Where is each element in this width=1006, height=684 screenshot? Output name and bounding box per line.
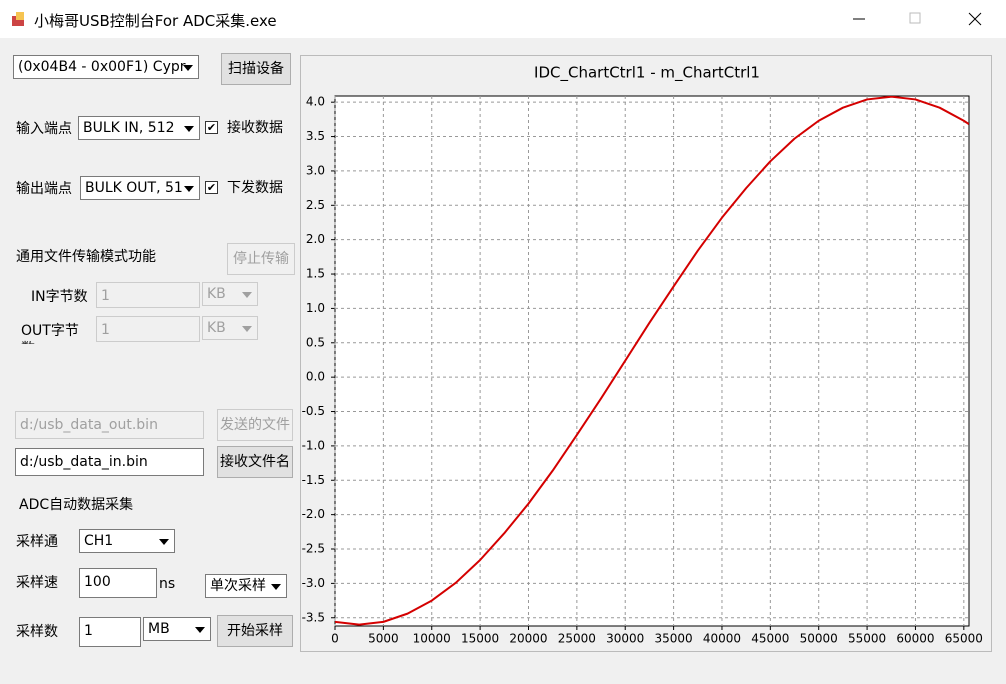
file-mode-label: 通用文件传输模式功能: [16, 249, 156, 265]
receive-checkbox[interactable]: ✔: [205, 121, 218, 134]
out-bytes-unit: KB: [202, 316, 258, 340]
channel-combo[interactable]: CH1: [79, 529, 175, 553]
scan-button[interactable]: 扫描设备: [221, 53, 291, 85]
window-buttons[interactable]: [845, 8, 995, 30]
y-tick-label: 2.0: [306, 232, 325, 246]
y-tick-label: 4.0: [306, 95, 325, 109]
out-bytes-label: OUT字节数: [21, 323, 79, 344]
y-tick-label: -3.5: [302, 610, 325, 624]
send-label[interactable]: 下发数据: [227, 180, 283, 196]
x-tick-label: 25000: [558, 632, 596, 646]
maximize-button: [909, 12, 921, 24]
x-tick-label: 55000: [848, 632, 886, 646]
mode-combo[interactable]: 单次采样: [205, 574, 287, 598]
x-tick-label: 35000: [655, 632, 693, 646]
rate-input[interactable]: 100: [79, 568, 157, 598]
chart-title: IDC_ChartCtrl1 - m_ChartCtrl1: [534, 64, 760, 83]
y-tick-label: -2.0: [302, 507, 325, 521]
chart: IDC_ChartCtrl1 - m_ChartCtrl1 4.0 3.5 3.0 2…: [300, 55, 992, 652]
stop-button: 停止传输: [227, 243, 295, 275]
adc-label: ADC自动数据采集: [19, 497, 134, 513]
window-title: 小梅哥USB控制台For ADC采集.exe: [34, 12, 277, 30]
x-tick-label: 30000: [606, 632, 644, 646]
y-tick-label: -1.0: [302, 438, 325, 452]
out-endpoint-label: 输出端点: [16, 181, 72, 197]
device-combo[interactable]: (0x04B4 - 0x00F1) Cypr: [13, 55, 199, 79]
x-tick-label: 0: [331, 632, 339, 646]
in-bytes-label: IN字节数: [31, 289, 88, 305]
count-label: 采样数: [16, 624, 58, 640]
start-button[interactable]: 开始采样: [217, 615, 293, 647]
out-endpoint-combo[interactable]: BULK OUT, 51: [80, 176, 200, 200]
in-bytes-unit: KB: [202, 282, 258, 306]
x-tick-label: 10000: [413, 632, 451, 646]
in-bytes-input: 1: [96, 282, 200, 308]
in-endpoint-label: 输入端点: [16, 121, 72, 137]
y-tick-label: -1.5: [302, 473, 325, 487]
count-unit-combo[interactable]: MB: [143, 617, 211, 641]
app-icon: [12, 12, 24, 26]
in-endpoint-combo[interactable]: BULK IN, 512: [78, 116, 200, 140]
x-tick-label: 5000: [368, 632, 399, 646]
x-tick-label: 60000: [896, 632, 934, 646]
title-bar: [0, 0, 1006, 38]
count-input[interactable]: 1: [79, 617, 141, 647]
recv-file-button[interactable]: 接收文件名: [217, 446, 293, 478]
y-tick-label: 0.0: [306, 370, 325, 384]
in-file-input[interactable]: d:/usb_data_in.bin: [15, 448, 204, 476]
rate-unit: ns: [159, 576, 176, 592]
x-tick-label: 50000: [800, 632, 838, 646]
y-tick-label: -0.5: [302, 404, 325, 418]
receive-label[interactable]: 接收数据: [227, 120, 283, 136]
plot-area: [334, 95, 970, 627]
y-tick-label: 3.5: [306, 129, 325, 143]
x-tick-label: 65000: [945, 632, 983, 646]
y-tick-label: 1.5: [306, 267, 325, 281]
x-tick-label: 45000: [751, 632, 789, 646]
y-tick-label: 3.0: [306, 163, 325, 177]
y-tick-label: -2.5: [302, 542, 325, 556]
send-file-button: 发送的文件: [217, 409, 293, 441]
send-checkbox[interactable]: ✔: [205, 181, 218, 194]
out-file-input: d:/usb_data_out.bin: [15, 411, 204, 439]
y-tick-label: 2.5: [306, 198, 325, 212]
x-tick-label: 40000: [703, 632, 741, 646]
y-tick-label: -3.0: [302, 576, 325, 590]
rate-label: 采样速: [16, 575, 58, 591]
y-tick-label: 1.0: [306, 301, 325, 315]
out-bytes-input: 1: [96, 316, 200, 342]
data-line: [335, 96, 969, 626]
channel-label: 采样通: [16, 534, 58, 550]
x-tick-label: 15000: [461, 632, 499, 646]
y-tick-label: 0.5: [306, 335, 325, 349]
close-button[interactable]: [968, 12, 982, 26]
x-tick-label: 20000: [509, 632, 547, 646]
